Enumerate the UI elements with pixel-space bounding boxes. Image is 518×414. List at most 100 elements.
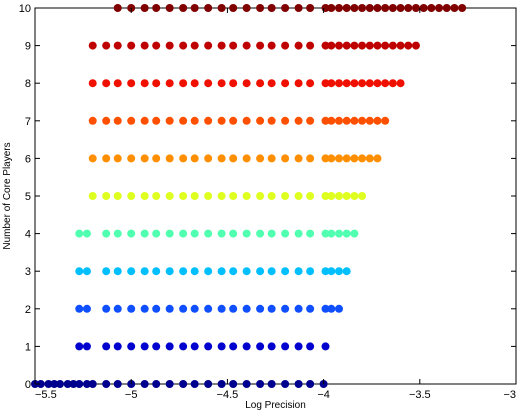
data-point-row-4-9 xyxy=(190,229,199,238)
data-point-row-4-19 xyxy=(321,229,330,238)
data-point-row-4-22 xyxy=(342,229,351,238)
data-point-row-10-13 xyxy=(281,4,290,12)
data-point-row-6-19 xyxy=(327,154,336,163)
data-point-row-8-21 xyxy=(342,79,351,88)
data-point-row-6-25 xyxy=(373,154,382,163)
data-point-row-6-15 xyxy=(281,154,290,163)
data-point-row-9-11 xyxy=(229,41,238,50)
data-point-row-7-24 xyxy=(365,116,374,125)
y-tick-label: 3 xyxy=(25,266,31,278)
data-point-row-6-10 xyxy=(217,154,226,163)
data-point-row-2-19 xyxy=(321,304,330,313)
data-point-row-8-2 xyxy=(113,79,122,88)
data-point-row-8-22 xyxy=(350,79,359,88)
y-tick-label: 6 xyxy=(25,153,31,165)
data-point-row-8-6 xyxy=(165,79,174,88)
data-point-row-1-11 xyxy=(217,342,226,351)
data-point-row-6-0 xyxy=(88,154,97,163)
data-point-row-2-16 xyxy=(281,304,290,313)
data-point-row-3-13 xyxy=(242,267,251,276)
data-point-row-0-15 xyxy=(165,380,174,388)
data-point-row-10-24 xyxy=(381,4,390,12)
data-point-row-4-6 xyxy=(152,229,161,238)
data-point-row-3-16 xyxy=(281,267,290,276)
data-point-row-8-18 xyxy=(321,79,330,88)
data-point-row-5-0 xyxy=(88,192,97,200)
data-point-row-4-8 xyxy=(179,229,188,238)
data-point-row-5-2 xyxy=(113,192,122,200)
data-point-row-1-12 xyxy=(229,342,238,351)
data-point-row-0-22 xyxy=(256,380,265,388)
data-point-row-2-7 xyxy=(165,304,174,313)
data-point-row-8-19 xyxy=(327,79,336,88)
data-point-row-8-25 xyxy=(373,79,382,88)
data-point-row-0-11 xyxy=(113,380,122,388)
y-tick-label: 8 xyxy=(25,78,31,90)
data-point-row-3-0 xyxy=(75,267,84,276)
data-point-row-3-18 xyxy=(306,267,315,276)
data-point-row-0-6 xyxy=(69,380,78,388)
data-point-row-9-26 xyxy=(381,41,390,50)
data-point-row-6-3 xyxy=(127,154,136,163)
data-point-row-5-13 xyxy=(256,192,265,200)
data-point-row-8-24 xyxy=(365,79,374,88)
data-point-row-2-13 xyxy=(242,304,251,313)
data-point-row-10-11 xyxy=(256,4,265,12)
data-point-row-10-34 xyxy=(458,4,467,12)
data-point-row-0-18 xyxy=(204,380,213,388)
data-point-row-8-10 xyxy=(217,79,226,88)
data-point-row-2-14 xyxy=(256,304,265,313)
data-point-row-5-22 xyxy=(350,192,359,200)
data-point-row-1-13 xyxy=(242,342,251,351)
data-point-row-1-6 xyxy=(152,342,161,351)
data-point-row-8-5 xyxy=(152,79,161,88)
data-point-row-9-6 xyxy=(165,41,174,50)
data-point-row-8-7 xyxy=(179,79,188,88)
data-point-row-3-1 xyxy=(82,267,91,276)
data-point-row-7-13 xyxy=(256,116,265,125)
y-axis-ticks: 0 1 2 3 4 5 6 7 8 9 10 xyxy=(19,3,516,391)
data-point-row-6-14 xyxy=(267,154,276,163)
data-point-row-8-16 xyxy=(294,79,303,88)
data-point-row-4-1 xyxy=(82,229,91,238)
data-point-row-9-12 xyxy=(242,41,251,50)
x-tick-label: −3.5 xyxy=(409,389,431,401)
data-point-row-9-8 xyxy=(190,41,199,50)
data-point-row-7-18 xyxy=(321,116,330,125)
data-point-row-1-2 xyxy=(102,342,111,351)
data-point-row-3-5 xyxy=(140,267,149,276)
data-point-row-1-14 xyxy=(256,342,265,351)
data-point-row-3-8 xyxy=(179,267,188,276)
data-point-row-5-18 xyxy=(321,192,330,200)
data-point-row-7-5 xyxy=(152,116,161,125)
data-point-row-7-8 xyxy=(190,116,199,125)
data-point-row-7-26 xyxy=(381,116,390,125)
data-point-row-4-7 xyxy=(165,229,174,238)
data-point-row-2-17 xyxy=(294,304,303,313)
data-point-row-5-8 xyxy=(190,192,199,200)
data-point-row-9-0 xyxy=(88,41,97,50)
data-point-row-9-25 xyxy=(373,41,382,50)
data-point-row-8-20 xyxy=(334,79,343,88)
data-point-row-2-1 xyxy=(82,304,91,313)
data-point-row-6-8 xyxy=(190,154,199,163)
data-point-row-5-7 xyxy=(179,192,188,200)
data-point-row-9-9 xyxy=(204,41,213,50)
data-point-row-8-1 xyxy=(102,79,111,88)
data-point-row-9-7 xyxy=(179,41,188,50)
data-point-row-4-2 xyxy=(102,229,111,238)
data-point-row-1-8 xyxy=(179,342,188,351)
data-point-row-10-9 xyxy=(229,4,238,12)
data-point-row-4-5 xyxy=(140,229,149,238)
x-axis-ticks: −5.5 −5 −4.5 −4 −3.5 −3 xyxy=(34,8,517,401)
data-point-row-0-25 xyxy=(294,380,303,388)
data-point-row-1-17 xyxy=(294,342,303,351)
data-point-row-2-11 xyxy=(217,304,226,313)
data-point-row-9-22 xyxy=(350,41,359,50)
data-point-row-9-21 xyxy=(342,41,351,50)
data-point-row-7-17 xyxy=(306,116,315,125)
data-point-row-5-21 xyxy=(342,192,351,200)
data-point-row-0-16 xyxy=(179,380,188,388)
data-point-row-3-2 xyxy=(102,267,111,276)
data-point-row-2-4 xyxy=(127,304,136,313)
